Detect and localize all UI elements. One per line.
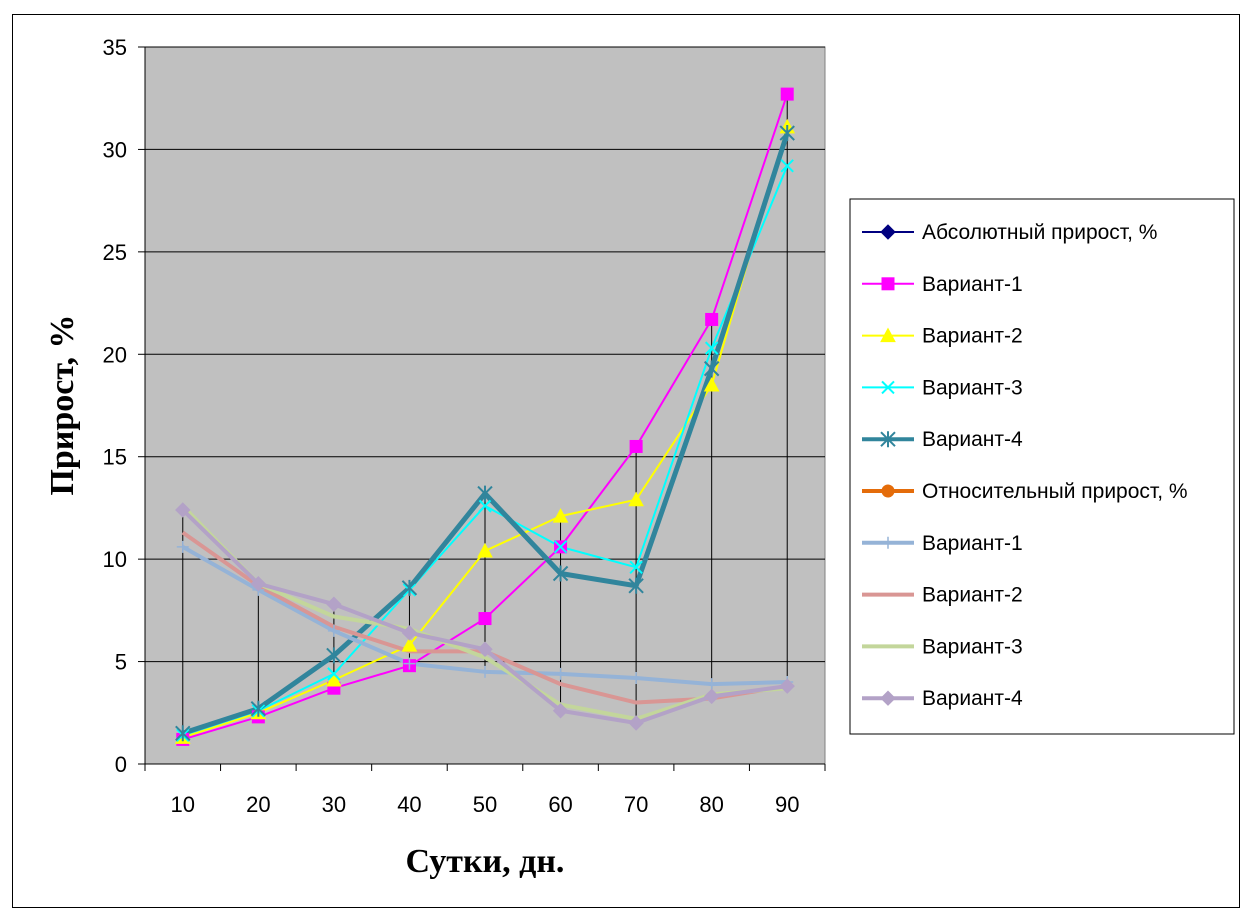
data-point-marker: [326, 671, 342, 687]
data-point-marker: [703, 360, 720, 377]
y-tick-label: 10: [103, 547, 127, 572]
y-tick-label: 25: [103, 240, 127, 265]
x-axis-title: Сутки, дн.: [406, 843, 565, 880]
x-tick-label: 10: [171, 792, 195, 817]
legend-item: Вариант-1: [862, 532, 1023, 555]
x-axis-ticks: 10 20 30 40 50 60 70 80 90: [144, 764, 826, 817]
legend-label: Абсолютный прирост, %: [922, 221, 1157, 244]
data-point-marker: [780, 159, 794, 173]
data-point-marker: [705, 678, 718, 691]
legend-marker: [881, 484, 895, 498]
legend-item: Относительный прирост, %: [862, 480, 1188, 503]
legend-marker: [882, 536, 894, 549]
data-point-marker: [704, 341, 719, 355]
x-tick-label: 60: [548, 792, 572, 817]
y-tick-label: 0: [115, 752, 127, 777]
data-point-marker: [779, 678, 795, 694]
data-point-marker: [780, 87, 794, 101]
data-point-marker: [327, 667, 341, 681]
x-tick-label: 30: [322, 792, 346, 817]
data-point-marker: [628, 577, 644, 594]
legend-label: Вариант-2: [922, 584, 1023, 607]
legend-item: Вариант-2: [862, 325, 1023, 348]
legend-item: Вариант-3: [862, 635, 1023, 658]
data-point-marker: [779, 125, 795, 142]
legend-label: Вариант-4: [922, 428, 1023, 451]
legend-item: Вариант-2: [862, 584, 1023, 607]
legend-label: Вариант-3: [922, 635, 1023, 658]
data-point-marker: [479, 665, 491, 678]
legend-item: Вариант-1: [862, 273, 1023, 296]
data-point-marker: [628, 491, 644, 507]
x-tick-label: 80: [699, 792, 723, 817]
legend-marker: [880, 224, 896, 240]
data-point-marker: [629, 560, 643, 575]
legend-item: Вариант-4: [862, 428, 1023, 451]
x-tick-label: 70: [624, 792, 648, 817]
legend-label: Вариант-2: [922, 325, 1023, 348]
legend-label: Вариант-1: [922, 532, 1023, 555]
data-point-marker: [401, 637, 418, 652]
y-tick-label: 30: [103, 137, 127, 162]
data-point-marker: [326, 647, 342, 664]
data-point-marker: [628, 715, 644, 731]
x-tick-label: 50: [473, 792, 497, 817]
data-point-marker: [403, 657, 416, 670]
data-point-marker: [175, 502, 191, 518]
data-point-marker: [554, 667, 567, 680]
data-point-marker: [401, 579, 418, 596]
legend-box: [849, 198, 1235, 735]
y-tick-label: 15: [103, 445, 127, 470]
legend-marker: [880, 431, 896, 448]
data-point-marker: [477, 542, 493, 558]
legend-item: Абсолютный прирост, %: [862, 221, 1157, 244]
x-tick-label: 90: [775, 792, 799, 817]
data-point-marker: [176, 540, 189, 553]
series-markers: [174, 87, 796, 746]
data-point-marker: [552, 703, 569, 719]
data-point-marker: [401, 625, 418, 641]
y-tick-label: 35: [103, 35, 127, 60]
data-point-marker: [705, 312, 719, 326]
data-point-marker: [552, 565, 569, 582]
data-point-marker: [552, 508, 569, 523]
data-point-marker: [327, 624, 340, 637]
legend-label: Вариант-1: [922, 273, 1023, 296]
data-point-marker: [250, 576, 267, 592]
data-point-marker: [703, 688, 720, 705]
x-tick-label: 40: [397, 792, 421, 817]
legend-marker: [881, 277, 895, 291]
series-line: [181, 504, 788, 721]
data-point-marker: [326, 596, 342, 612]
y-axis-title: Прирост, %: [44, 314, 81, 495]
legend-label: Вариант-4: [922, 687, 1023, 710]
plot-area: [144, 46, 826, 765]
y-tick-label: 5: [115, 650, 127, 675]
data-point-marker: [553, 540, 568, 554]
legend-marker: [880, 690, 896, 706]
legend-item: Вариант-4: [862, 687, 1023, 710]
data-point-marker: [250, 700, 267, 717]
x-tick-label: 20: [246, 792, 270, 817]
data-point-marker: [630, 671, 643, 684]
legend-item: Вариант-3: [862, 376, 1023, 399]
y-axis-ticks: 0 5 10 15 20 25 30 35: [103, 35, 825, 777]
data-point-marker: [478, 499, 492, 513]
legend-label: Вариант-3: [922, 376, 1023, 399]
data-point-marker: [175, 725, 191, 742]
data-point-marker: [629, 439, 643, 453]
legend-label: Относительный прирост, %: [922, 480, 1188, 503]
data-point-marker: [477, 485, 493, 502]
data-point-marker: [703, 376, 720, 392]
legend-marker: [880, 327, 896, 343]
legend: Абсолютный прирост, % Вариант-1 Вариант-2 В…: [849, 198, 1235, 735]
data-point-marker: [477, 641, 493, 657]
data-point-marker: [478, 612, 492, 626]
legend-marker: [881, 380, 895, 395]
y-tick-label: 20: [103, 342, 127, 367]
